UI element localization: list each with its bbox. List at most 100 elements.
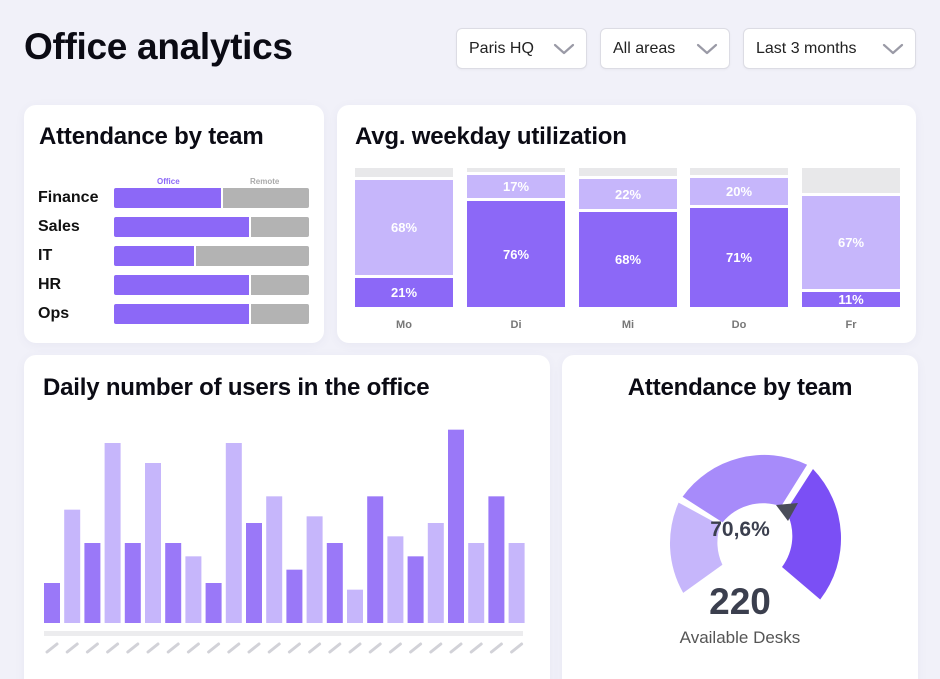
x-tick-placeholder <box>186 642 200 654</box>
x-tick-placeholder <box>287 642 301 654</box>
location-filter[interactable]: Paris HQ <box>456 28 587 69</box>
daily-bar <box>44 583 60 623</box>
team-label: IT <box>38 247 53 264</box>
weekday-label: Mo <box>396 319 412 331</box>
remote-segment <box>250 275 309 295</box>
x-tick-placeholder <box>429 642 443 654</box>
team-row: Finance <box>38 188 310 208</box>
x-tick-placeholder <box>247 642 261 654</box>
daily-bar <box>185 556 202 623</box>
team-label: Sales <box>38 218 80 235</box>
weekday-utilization-title: Avg. weekday utilization <box>355 123 627 150</box>
gauge-segment-right <box>782 469 842 600</box>
gauge-segment-top <box>682 454 808 523</box>
weekday-empty-segment <box>355 168 453 178</box>
area-filter[interactable]: All areas <box>600 28 730 69</box>
weekday-label: Do <box>731 319 747 331</box>
period-filter[interactable]: Last 3 months <box>743 28 916 69</box>
legend-remote: Remote <box>250 177 280 186</box>
weekday-lower-segment: 11% <box>802 291 900 307</box>
x-axis-line <box>44 631 523 636</box>
x-tick-placeholder <box>328 642 342 654</box>
daily-bar <box>266 496 283 623</box>
team-bar <box>114 217 309 237</box>
weekday-empty-segment <box>690 168 788 175</box>
weekday-label: Di <box>510 319 522 331</box>
x-tick-placeholder <box>368 642 382 654</box>
weekday-lower-segment: 71% <box>690 208 788 307</box>
x-tick-placeholder <box>227 642 241 654</box>
desk-gauge-title: Attendance by team <box>627 374 853 401</box>
gauge-segment-left <box>669 502 723 593</box>
team-row: Ops <box>38 304 310 324</box>
team-bar <box>114 304 309 324</box>
team-row: IT <box>38 246 310 266</box>
team-attendance-title: Attendance by team <box>39 123 264 150</box>
team-row: HR <box>38 275 310 295</box>
weekday-lower-segment: 68% <box>579 212 677 307</box>
daily-bar <box>145 463 161 623</box>
x-tick-placeholder <box>207 642 221 654</box>
x-tick-placeholder <box>267 642 281 654</box>
x-tick-placeholder <box>126 642 140 654</box>
weekday-upper-segment: 17% <box>467 174 565 199</box>
remote-segment <box>250 217 309 237</box>
weekday-empty-segment <box>467 168 565 172</box>
weekday-label: Mi <box>621 319 635 331</box>
x-tick-placeholder <box>166 642 180 654</box>
team-row: Sales <box>38 217 310 237</box>
location-filter-label: Paris HQ <box>469 39 534 57</box>
chevron-down-icon <box>553 43 575 54</box>
daily-bar <box>387 536 404 623</box>
daily-bar <box>488 496 505 623</box>
daily-bar <box>286 569 303 623</box>
remote-segment <box>195 246 309 266</box>
weekday-empty-segment <box>579 168 677 176</box>
team-bar <box>114 246 309 266</box>
available-desks-label: Available Desks <box>679 628 801 647</box>
gauge-percent: 70,6% <box>710 518 770 541</box>
remote-segment <box>250 304 309 324</box>
daily-bar <box>427 523 444 623</box>
x-tick-placeholder <box>348 642 362 654</box>
weekday-upper-segment: 22% <box>579 178 677 210</box>
x-tick-placeholder <box>45 642 59 654</box>
weekday-lower-segment: 21% <box>355 277 453 307</box>
gauge-pointer-icon <box>776 503 798 521</box>
daily-bar <box>165 543 182 623</box>
x-tick-placeholder <box>65 642 79 654</box>
team-bar <box>114 275 309 295</box>
team-label: Ops <box>38 305 70 322</box>
office-segment <box>114 304 249 324</box>
x-tick-placeholder <box>85 642 99 654</box>
weekday-utilization-card: Avg. weekday utilization 68% 21% Mo 17% 76% D… <box>337 105 916 343</box>
x-tick-placeholder <box>308 642 322 654</box>
daily-bar <box>326 543 343 623</box>
daily-bar <box>205 583 222 623</box>
daily-bar <box>246 523 262 623</box>
desk-gauge <box>669 454 842 600</box>
available-desks-value: 220 <box>709 581 771 622</box>
legend-office: Office <box>157 177 180 186</box>
daily-bar <box>104 443 121 623</box>
daily-bar <box>448 429 464 623</box>
weekday-lower-segment: 76% <box>467 201 565 307</box>
office-segment <box>114 188 222 208</box>
x-tick-placeholder <box>469 642 483 654</box>
x-tick-placeholder <box>449 642 463 654</box>
team-attendance-card: Attendance by team Office Remote Finance… <box>24 105 324 343</box>
page-title: Office analytics <box>24 26 293 67</box>
x-tick-placeholder <box>388 642 402 654</box>
team-label: HR <box>38 276 62 293</box>
daily-bar <box>347 589 363 623</box>
weekday-upper-segment: 68% <box>355 180 453 275</box>
desk-gauge-card: Attendance by team 70,6% 220 Available D… <box>562 355 918 679</box>
daily-bar <box>407 556 424 623</box>
weekday-label: Fr <box>845 319 857 331</box>
period-filter-label: Last 3 months <box>756 39 857 57</box>
daily-bar <box>367 496 384 623</box>
x-tick-placeholder <box>489 642 503 654</box>
weekday-empty-segment <box>802 168 900 193</box>
area-filter-label: All areas <box>613 39 676 57</box>
x-tick-placeholder <box>510 642 524 654</box>
